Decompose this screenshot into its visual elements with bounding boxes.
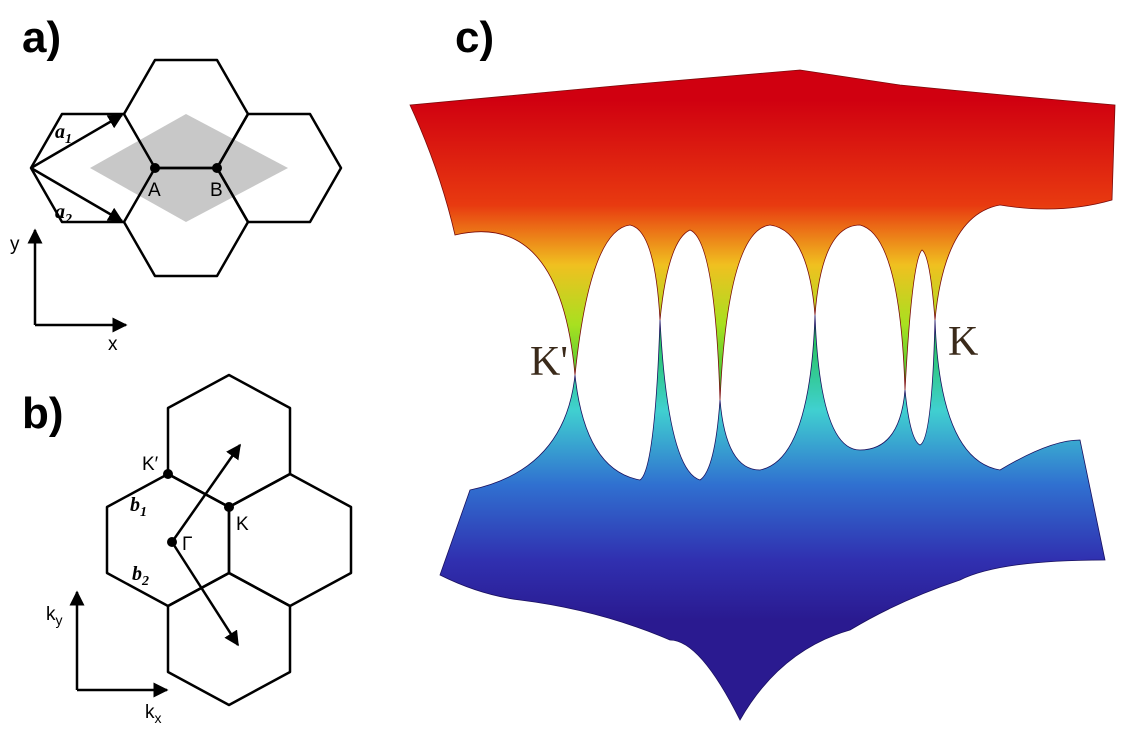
axis-label: y — [10, 234, 20, 255]
vector-sub: 2 — [141, 574, 149, 589]
axis-sub: y — [56, 612, 63, 628]
point-label: K′ — [142, 454, 159, 475]
site-label: B — [210, 180, 223, 201]
point-gamma — [167, 537, 177, 547]
reciprocal-lattice — [168, 375, 351, 705]
axis-label: kx — [145, 702, 162, 726]
point-k-prime — [163, 469, 173, 479]
axis-label: x — [108, 334, 118, 355]
axis-base: k — [46, 604, 56, 625]
figure: a) a1 a2 A B y x b) K′ K Γ b1 b2 ky kx c… — [0, 0, 1134, 731]
honeycomb — [31, 60, 341, 276]
panel-label: a) — [22, 13, 61, 62]
point-label: Γ — [182, 534, 192, 555]
point-label: K — [236, 514, 249, 535]
vector-label: b1 — [130, 494, 147, 520]
vector-base: a — [55, 201, 65, 223]
vector-label: b2 — [132, 563, 149, 589]
site-b — [212, 163, 222, 173]
upper-band — [410, 70, 1115, 400]
panel-label: b) — [22, 389, 64, 438]
site-label: A — [148, 180, 161, 201]
vector-base: a — [55, 121, 65, 143]
vector-sub: 1 — [140, 505, 147, 520]
site-a — [150, 163, 160, 173]
vector-base: b — [130, 494, 140, 516]
axis-sub: x — [155, 710, 162, 726]
axis-label: ky — [46, 604, 63, 628]
vector-sub: 2 — [64, 212, 72, 227]
point-k — [224, 502, 234, 512]
axis-base: k — [145, 702, 155, 723]
panel-label: c) — [455, 13, 494, 62]
vector-sub: 1 — [65, 132, 72, 147]
point-label: K — [948, 319, 978, 365]
vector-label: a1 — [55, 121, 72, 147]
point-label: K' — [530, 339, 568, 385]
vector-base: b — [132, 563, 142, 585]
